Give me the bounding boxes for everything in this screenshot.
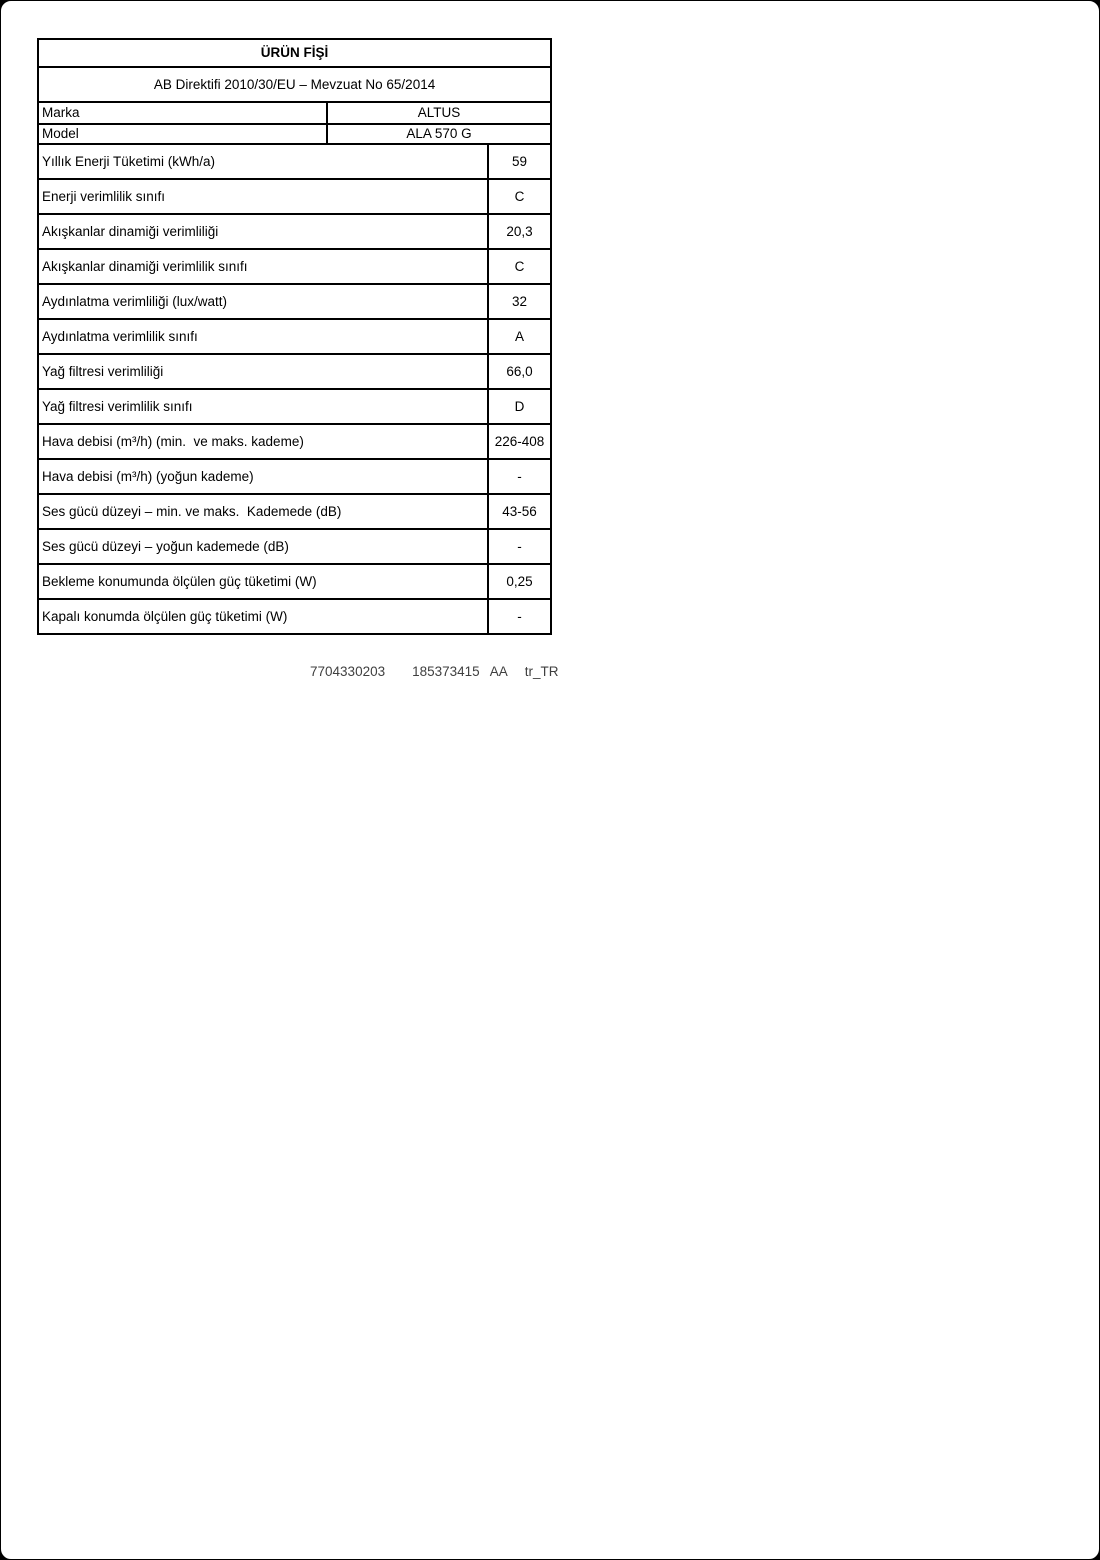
spec-label: Bekleme konumunda ölçülen güç tüketimi (… [37, 563, 489, 600]
table-row: Yıllık Enerji Tüketimi (kWh/a) 59 [37, 143, 553, 180]
spec-label: Hava debisi (m³/h) (min. ve maks. kademe… [37, 423, 489, 460]
table-row: Hava debisi (m³/h) (yoğun kademe) - [37, 458, 553, 495]
document-code-3: AA [489, 664, 508, 679]
spec-value: 226-408 [486, 423, 553, 460]
table-row: ÜRÜN FİŞİ [36, 38, 553, 68]
spec-label: Ses gücü düzeyi – min. ve maks. Kademede… [37, 493, 489, 530]
table-row: Akışkanlar dinamiği verimliliği 20,3 [37, 213, 553, 250]
spec-label: Akışkanlar dinamiği verimliliği [37, 213, 489, 250]
spec-value: - [486, 528, 553, 565]
spec-value: - [486, 458, 553, 495]
brand-label: Marka [37, 101, 328, 125]
spec-value: 59 [486, 143, 553, 180]
document-code-1: 7704330203 [310, 664, 386, 679]
document-code-2: 185373415 [412, 664, 480, 679]
table-row: Yağ filtresi verimliliği 66,0 [37, 353, 553, 390]
document-locale: tr_TR [524, 664, 559, 679]
spec-label: Ses gücü düzeyi – yoğun kademede (dB) [37, 528, 489, 565]
spec-label: Aydınlatma verimlilik sınıfı [37, 318, 489, 355]
spec-label: Aydınlatma verimliliği (lux/watt) [37, 283, 489, 320]
spec-value: 66,0 [486, 353, 553, 390]
table-row: Hava debisi (m³/h) (min. ve maks. kademe… [37, 423, 553, 460]
spec-label: Yağ filtresi verimliliği [37, 353, 489, 390]
page-title: ÜRÜN FİŞİ [36, 38, 553, 68]
model-label: Model [37, 123, 328, 145]
spec-label: Enerji verimlilik sınıfı [37, 178, 489, 215]
table-row: Kapalı konumda ölçülen güç tüketimi (W) … [37, 598, 553, 635]
spec-label: Hava debisi (m³/h) (yoğun kademe) [37, 458, 489, 495]
table-row: AB Direktifi 2010/30/EU – Mevzuat No 65/… [36, 66, 553, 103]
spec-value: 43-56 [486, 493, 553, 530]
spec-value: 20,3 [486, 213, 553, 250]
spec-value: D [486, 388, 553, 425]
spec-value: 32 [486, 283, 553, 320]
directive-subtitle: AB Direktifi 2010/30/EU – Mevzuat No 65/… [36, 66, 553, 103]
table-row: Ses gücü düzeyi – yoğun kademede (dB) - [37, 528, 553, 565]
product-fiche-table: ÜRÜN FİŞİ AB Direktifi 2010/30/EU – Mevz… [36, 38, 553, 635]
table-row: Aydınlatma verimliliği (lux/watt) 32 [37, 283, 553, 320]
spec-value: 0,25 [486, 563, 553, 600]
table-row: Aydınlatma verimlilik sınıfı A [37, 318, 553, 355]
model-value: ALA 570 G [325, 123, 553, 145]
spec-label: Kapalı konumda ölçülen güç tüketimi (W) [37, 598, 489, 635]
table-row: Yağ filtresi verimlilik sınıfı D [37, 388, 553, 425]
table-row: Bekleme konumunda ölçülen güç tüketimi (… [37, 563, 553, 600]
spec-label: Akışkanlar dinamiği verimlilik sınıfı [37, 248, 489, 285]
table-row: Enerji verimlilik sınıfı C [37, 178, 553, 215]
spec-value: A [486, 318, 553, 355]
table-row: Marka ALTUS [37, 101, 553, 125]
table-row: Akışkanlar dinamiği verimlilik sınıfı C [37, 248, 553, 285]
spec-label: Yağ filtresi verimlilik sınıfı [37, 388, 489, 425]
brand-value: ALTUS [325, 101, 553, 125]
document-code-line: 7704330203 185373415 AA tr_TR [295, 649, 558, 694]
table-row: Model ALA 570 G [37, 123, 553, 145]
spec-value: - [486, 598, 553, 635]
spec-value: C [486, 248, 553, 285]
spec-label: Yıllık Enerji Tüketimi (kWh/a) [37, 143, 489, 180]
table-row: Ses gücü düzeyi – min. ve maks. Kademede… [37, 493, 553, 530]
spec-value: C [486, 178, 553, 215]
